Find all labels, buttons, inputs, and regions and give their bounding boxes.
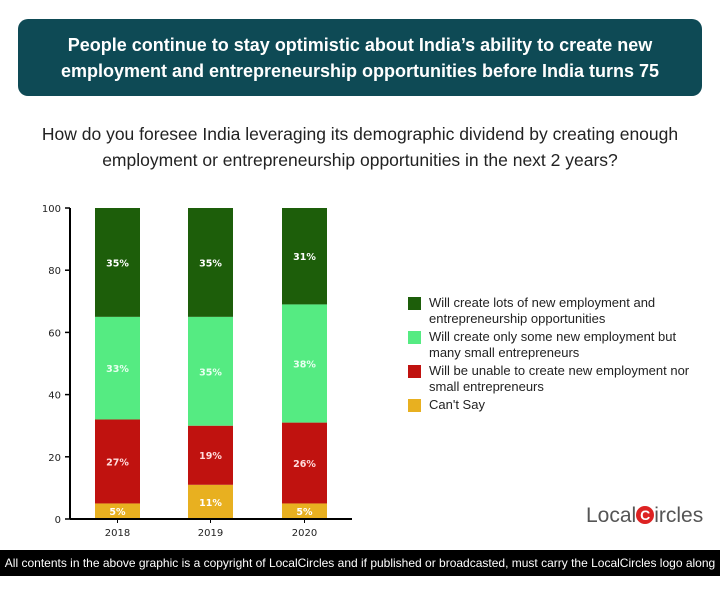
- bar-segment: [95, 316, 140, 420]
- data-label: 38%: [293, 360, 316, 371]
- legend-label: Will create lots of new employment and e…: [429, 295, 656, 326]
- bar-segment: [95, 208, 140, 317]
- data-label: 26%: [293, 459, 316, 470]
- y-tick-label: 0: [55, 515, 61, 526]
- data-label: 5%: [296, 507, 313, 518]
- x-tick-label: 2018: [105, 528, 130, 539]
- legend-swatch: [408, 331, 421, 344]
- legend-swatch: [408, 365, 421, 378]
- copyright-footer: All contents in the above graphic is a c…: [0, 550, 720, 596]
- data-label: 35%: [199, 258, 222, 269]
- title-banner: People continue to stay optimistic about…: [18, 19, 702, 96]
- y-tick-label: 60: [48, 328, 61, 339]
- stacked-bar-chart: 0 20 40 60 80 100 5% 27% 33% 35% 2018 11% 19% 35% 35% 2…: [42, 204, 352, 539]
- bar-segment: [282, 208, 327, 305]
- chart-title: People continue to stay optimistic about…: [60, 34, 660, 81]
- y-tick-label: 100: [42, 204, 61, 215]
- legend-item: Can't Say: [408, 397, 699, 413]
- legend-label: Will be unable to create new employment …: [429, 363, 690, 394]
- x-tick-label: 2020: [292, 528, 317, 539]
- x-tick-label: 2019: [198, 528, 223, 539]
- survey-question: How do you foresee India leveraging its …: [41, 124, 679, 170]
- data-label: 19%: [199, 451, 222, 462]
- legend-label: Can't Say: [429, 397, 485, 412]
- y-tick-label: 40: [48, 391, 61, 402]
- data-label: 35%: [106, 258, 129, 269]
- legend-label: Will create only some new employment but…: [429, 329, 677, 360]
- bar-segment: [282, 422, 327, 504]
- data-label: 33%: [106, 364, 129, 375]
- data-label: 35%: [199, 367, 222, 378]
- legend-item: Will create lots of new employment and e…: [408, 295, 699, 327]
- bar-segment: [188, 425, 233, 485]
- legend-item: Will be unable to create new employment …: [408, 363, 699, 395]
- bar-segment: [188, 484, 233, 519]
- bar-segment: [188, 316, 233, 426]
- logo-text: Local: [586, 504, 637, 527]
- bar-segment: [95, 419, 140, 504]
- legend-item: Will create only some new employment but…: [408, 329, 699, 361]
- legend-swatch: [408, 399, 421, 412]
- y-tick-label: 80: [48, 266, 61, 277]
- legend-swatch: [408, 297, 421, 310]
- bar-segment: [282, 503, 327, 519]
- bar-segment: [95, 503, 140, 519]
- data-label: 5%: [109, 507, 126, 518]
- bar-segment: [188, 208, 233, 317]
- data-label: 27%: [106, 457, 129, 468]
- data-label: 31%: [293, 252, 316, 263]
- y-tick-label: 20: [48, 453, 61, 464]
- logo-text: ircles: [654, 504, 704, 527]
- bar-segment: [282, 304, 327, 423]
- legend: Will create lots of new employment and e…: [408, 295, 699, 415]
- logo-pin-icon: C: [636, 506, 655, 524]
- data-label: 11%: [199, 498, 222, 509]
